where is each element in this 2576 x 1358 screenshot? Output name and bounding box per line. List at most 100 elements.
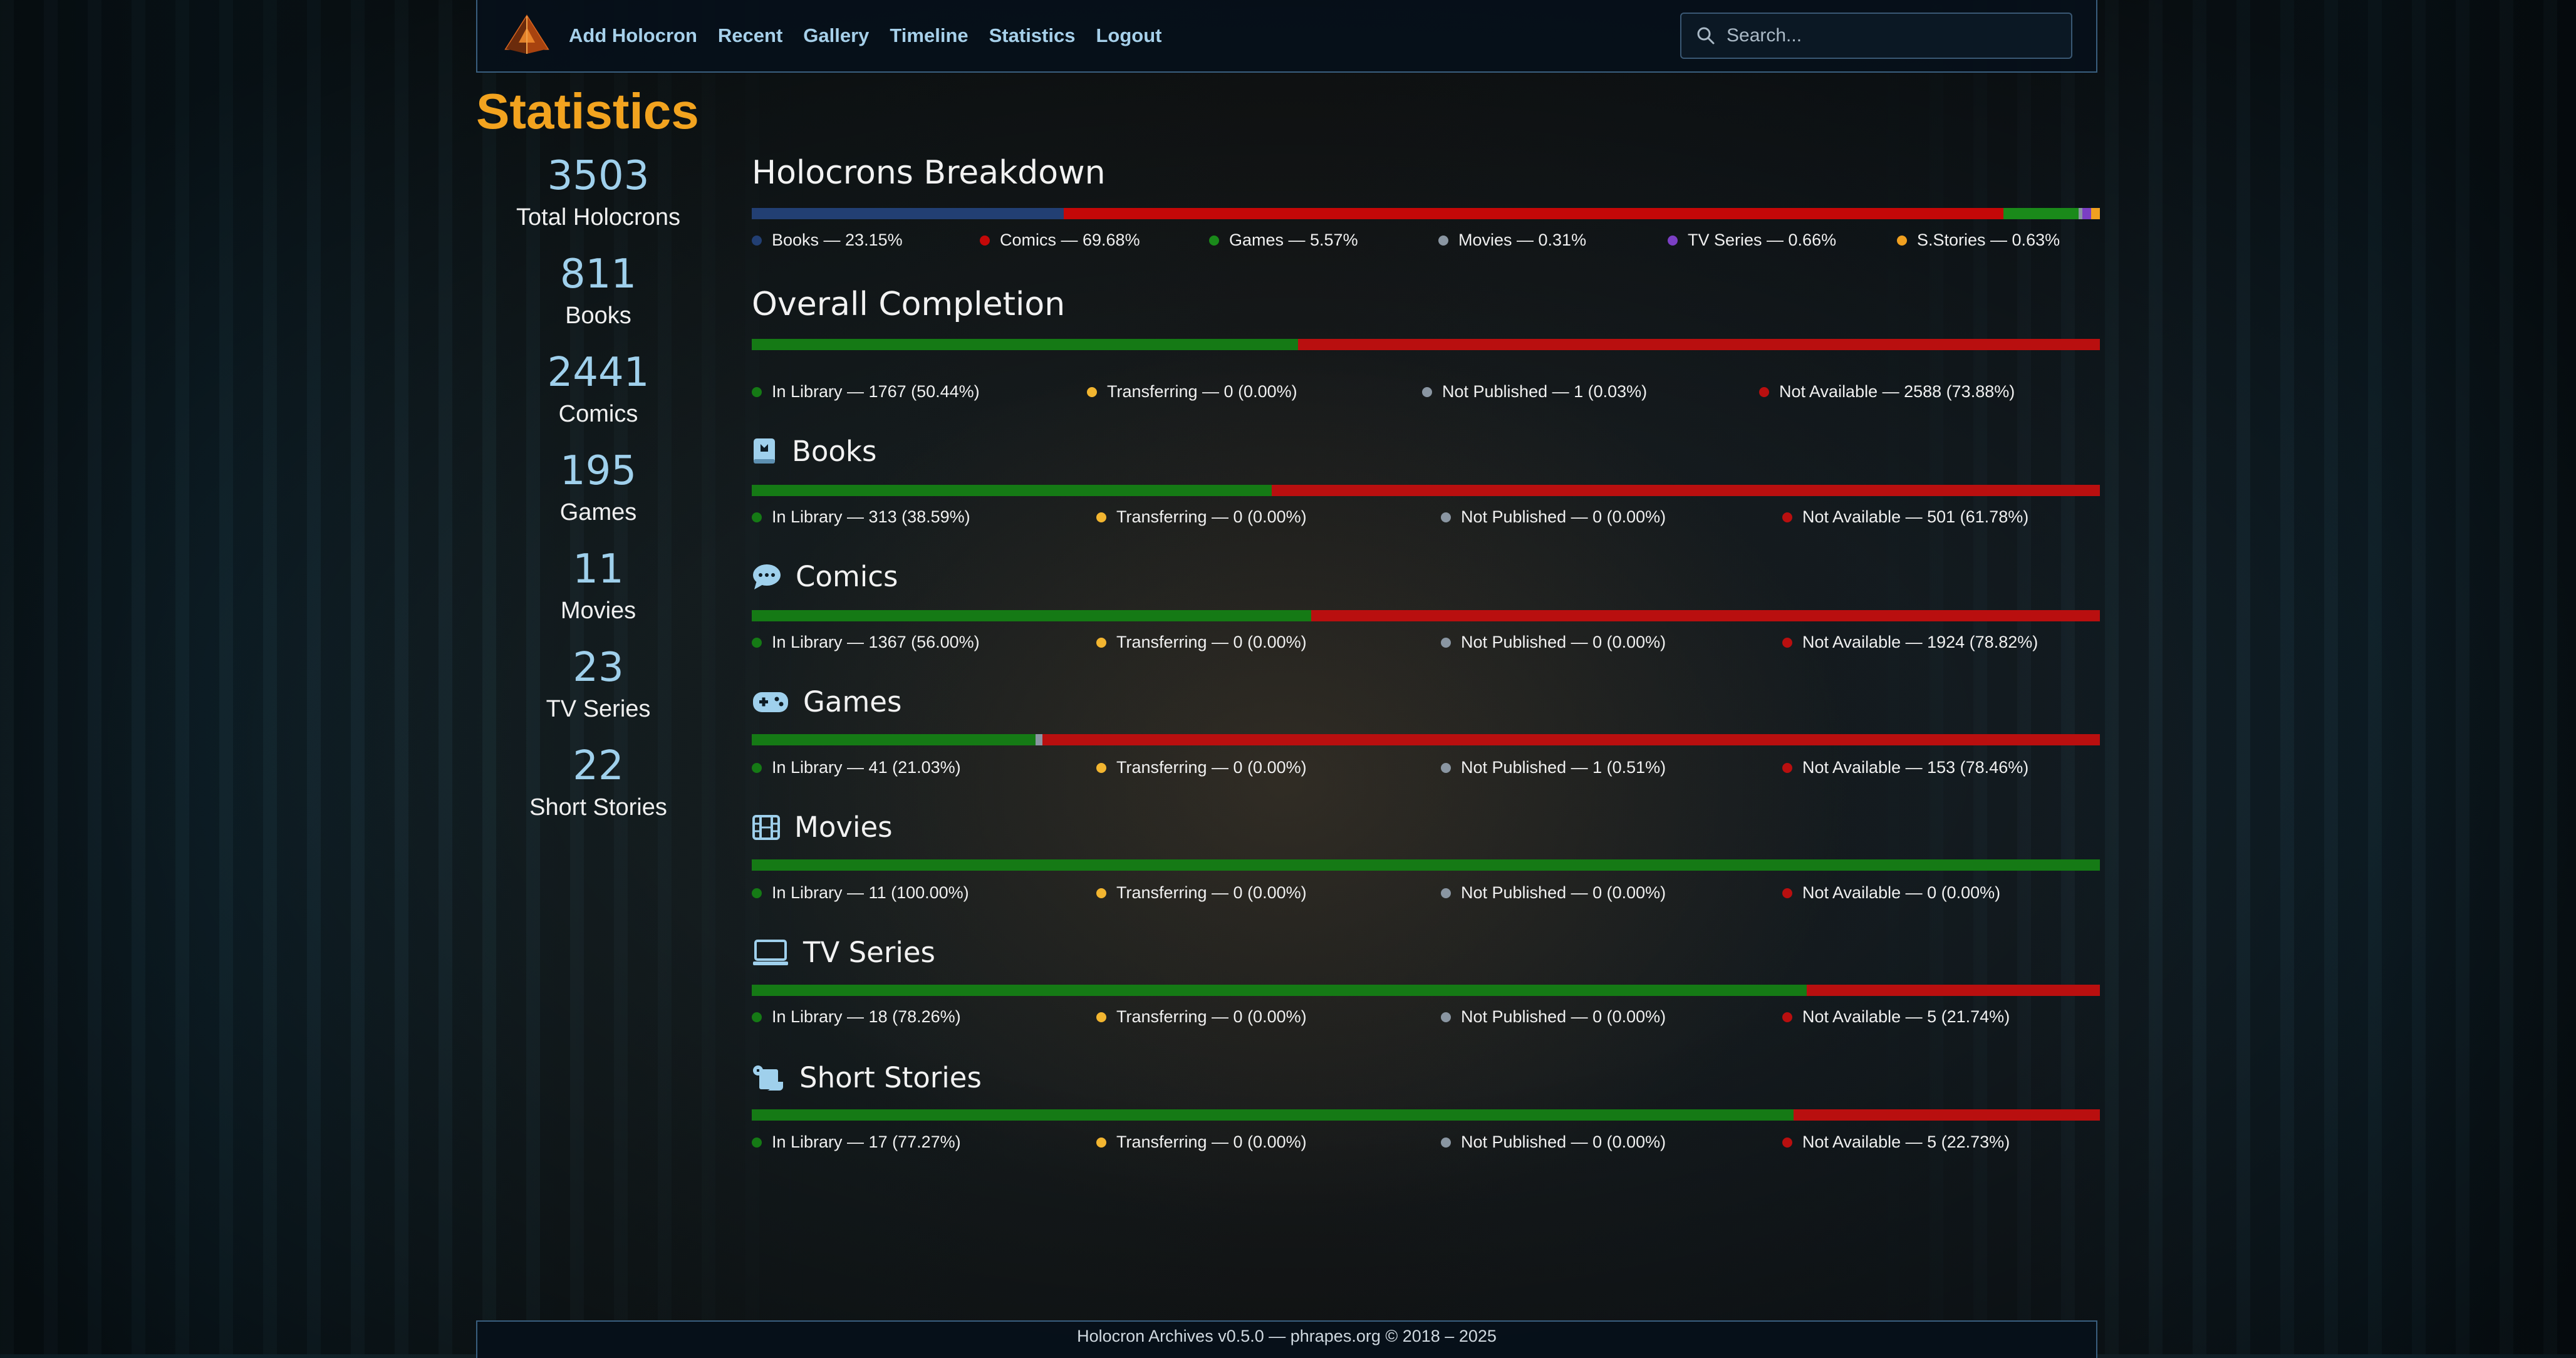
legend-label: Transferring — 0 (0.00%) [1116,883,1307,902]
legend-comics: Comics — 69.68% [980,231,1140,250]
count-value: 23 [573,645,624,691]
count-label: Comics [558,401,638,427]
legend-not-published: Not Published — 0 (0.00%) [1441,1133,1666,1152]
legend-label: TV Series — 0.66% [1688,231,1837,249]
legend-transferring: Transferring — 0 (0.00%) [1087,382,1297,402]
legend-dot [1782,1137,1792,1148]
bar-segment-not-published [1035,734,1042,745]
legend-dot [752,1137,762,1148]
legend-label: In Library — 41 (21.03%) [772,758,961,777]
legend-not-published: Not Published — 0 (0.00%) [1441,883,1666,903]
breakdown-legend: Books — 23.15% Comics — 69.68% Games — 5… [752,231,2100,256]
nav-timeline[interactable]: Timeline [890,24,969,46]
books-bar [752,485,2100,496]
legend-label: Transferring — 0 (0.00%) [1116,1007,1307,1026]
legend-not-published: Not Published — 1 (0.51%) [1441,758,1666,777]
legend-dot [752,637,762,648]
legend-dot [1441,1012,1451,1022]
nav-logout[interactable]: Logout [1096,24,1162,46]
count-label: TV Series [546,696,651,722]
legend-not-published: Not Published — 0 (0.00%) [1441,1007,1666,1027]
count-value: 22 [573,743,624,789]
breakdown-segment-books [752,208,1064,219]
nav-add-holocron[interactable]: Add Holocron [569,24,697,46]
legend-label: Not Available — 501 (61.78%) [1802,507,2029,526]
legend-label: Not Available — 1924 (78.82%) [1802,633,2038,651]
legend-transferring: Transferring — 0 (0.00%) [1096,1007,1307,1027]
legend-dot [1096,762,1106,773]
books-legend: In Library — 313 (38.59%) Transferring — … [752,507,2100,532]
bar-segment-not-available [1793,1109,2100,1121]
legend-label: Comics — 69.68% [1000,231,1140,249]
legend-not-published: Not Published — 1 (0.03%) [1422,382,1647,402]
short-stories-title: Short Stories [752,1061,982,1094]
legend-dot [752,762,762,773]
legend-label: Books — 23.15% [772,231,903,249]
completion-legend: In Library — 1767 (50.44%) Transferring —… [752,382,2100,407]
legend-dot [1096,888,1106,898]
nav-statistics[interactable]: Statistics [989,24,1076,46]
legend-label: In Library — 313 (38.59%) [772,507,970,526]
legend-books: Books — 23.15% [752,231,903,250]
section-label: Comics [796,560,898,593]
breakdown-segment-games [2003,208,2079,219]
comics-bar [752,610,2100,621]
legend-label: In Library — 1767 (50.44%) [772,382,980,401]
count-label: Short Stories [529,794,667,821]
completion-bar [752,339,2100,350]
legend-label: Transferring — 0 (0.00%) [1107,382,1297,401]
legend-transferring: Transferring — 0 (0.00%) [1096,507,1307,527]
legend-dot [1782,637,1792,648]
legend-label: In Library — 1367 (56.00%) [772,633,980,651]
legend-dot [1441,762,1451,773]
legend-label: In Library — 11 (100.00%) [772,883,969,902]
scroll-icon [753,1065,783,1091]
holocron-logo-icon[interactable] [501,10,553,61]
count-value: 11 [573,546,624,593]
breakdown-segment-comics [1064,208,2003,219]
bar-segment-not-available [1807,985,2100,996]
count-value: 811 [559,251,637,298]
games-legend: In Library — 41 (21.03%) Transferring — 0… [752,758,2100,783]
legend-dot [752,235,762,246]
legend-not-available: Not Available — 0 (0.00%) [1782,883,2000,903]
legend-dot [752,512,762,522]
section-label: Books [792,435,877,468]
legend-in-library: In Library — 313 (38.59%) [752,507,970,527]
bar-segment-in-library [752,610,1312,621]
nav-gallery[interactable]: Gallery [803,24,870,46]
legend-label: Not Available — 2588 (73.88%) [1779,382,2015,401]
legend-dot [1209,235,1219,246]
legend-label: Not Published — 0 (0.00%) [1461,883,1666,902]
count-value: 3503 [547,153,650,199]
speech-bubble-icon [753,564,781,589]
book-icon [754,438,775,464]
nav-recent[interactable]: Recent [717,24,783,46]
legend-movies: Movies — 0.31% [1438,231,1586,250]
legend-label: Games — 5.57% [1229,231,1358,249]
legend-label: Not Published — 0 (0.00%) [1461,507,1666,526]
legend-dot [1096,1137,1106,1148]
search-box[interactable] [1680,13,2072,59]
legend-transferring: Transferring — 0 (0.00%) [1096,758,1307,777]
legend-dot [752,888,762,898]
legend-label: Movies — 0.31% [1458,231,1587,249]
bar-segment-not-available [1042,734,2100,745]
count-label: Movies [560,598,636,624]
legend-label: S.Stories — 0.63% [1917,231,2060,249]
bar-segment-not-available [1297,339,2100,350]
legend-label: Not Available — 5 (22.73%) [1802,1133,2010,1151]
bar-segment-in-library [752,985,1807,996]
legend-label: In Library — 18 (78.26%) [772,1007,961,1026]
legend-dot [1441,888,1451,898]
bar-segment-in-library [752,485,1272,496]
film-icon [752,814,780,840]
legend-dot [752,1012,762,1022]
legend-label: Transferring — 0 (0.00%) [1116,507,1307,526]
section-label: Movies [794,811,893,844]
bar-segment-not-available [1311,610,2100,621]
legend-not-available: Not Available — 5 (22.73%) [1782,1133,2010,1152]
legend-dot [1087,386,1097,397]
legend-dot [1782,1012,1792,1022]
search-input[interactable] [1725,16,2071,55]
